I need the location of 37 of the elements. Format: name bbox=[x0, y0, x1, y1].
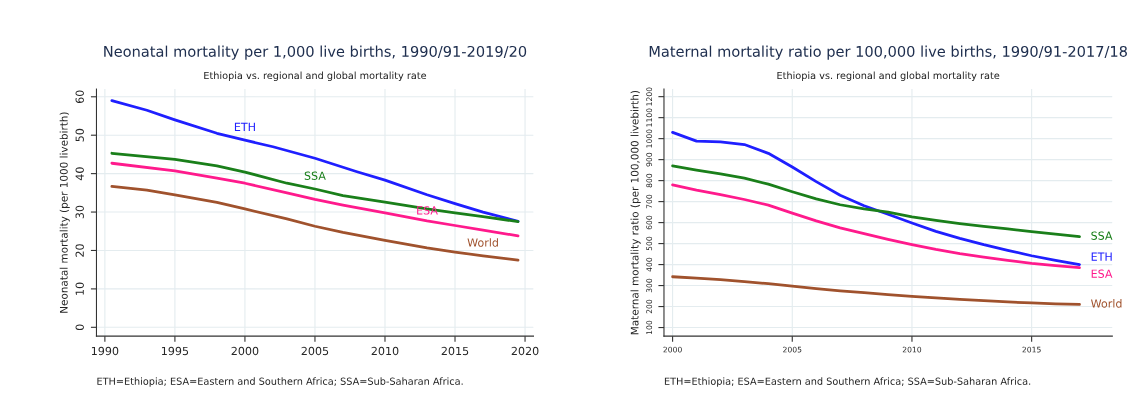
line-series bbox=[110, 184, 520, 262]
chart-title: Neonatal mortality per 1,000 live births, 1990/91-2019/20 bbox=[104, 45, 527, 60]
x-tick-label: 2015 bbox=[441, 346, 469, 356]
chart-subtitle: Ethiopia vs. regional and global mortality rate bbox=[204, 71, 427, 81]
series-label: ETH bbox=[234, 122, 255, 131]
y-tick-label: 30 bbox=[75, 205, 84, 219]
x-tick-label: 2000 bbox=[231, 346, 259, 356]
line-series bbox=[110, 151, 520, 224]
chart-subtitle: Ethiopia vs. regional and global mortality rate bbox=[777, 71, 1000, 81]
line-series bbox=[671, 183, 1081, 270]
line-series bbox=[110, 161, 520, 238]
line-series bbox=[671, 275, 1081, 306]
x-tick-label: 2005 bbox=[301, 346, 329, 356]
x-tick-label: 2010 bbox=[371, 346, 399, 356]
y-tick-label: 10 bbox=[75, 282, 84, 295]
text: ETH=Ethiopia; ESA=Eastern and Southern Africa; SSA=Sub-Saharan Africa. bbox=[664, 377, 1031, 387]
series-label: ESA bbox=[1091, 269, 1113, 278]
series-label: SSA bbox=[304, 171, 326, 180]
x-tick-label: 2020 bbox=[511, 346, 539, 356]
line-series bbox=[671, 130, 1081, 266]
x-tick-label: 1995 bbox=[161, 346, 189, 356]
y-tick-label: 60 bbox=[75, 90, 84, 104]
chart-title: Maternal mortality ratio per 100,000 live births, 1990/91-2017/18 bbox=[649, 45, 1127, 60]
series-label: ETH bbox=[1091, 252, 1112, 261]
y-tick-label: 40 bbox=[75, 167, 84, 181]
line-series bbox=[110, 99, 520, 223]
x-tick-label: 1990 bbox=[91, 346, 119, 356]
y-tick-label: 20 bbox=[75, 244, 84, 257]
text: ETH=Ethiopia; ESA=Eastern and Southern Africa; SSA=Sub-Saharan Africa. bbox=[97, 377, 463, 387]
series-label: World bbox=[467, 238, 498, 247]
y-axis-title: Maternal mortality ratio (per 100,000 livebirth) bbox=[630, 90, 641, 335]
y-tick-label: 50 bbox=[75, 128, 84, 142]
y-tick-label: 0 bbox=[75, 324, 84, 331]
series-label: SSA bbox=[1091, 231, 1113, 240]
line-series bbox=[671, 164, 1081, 239]
series-label: World bbox=[1090, 299, 1122, 308]
y-axis-title: Neonatal mortality (per 1000 livebirth) bbox=[59, 112, 70, 313]
